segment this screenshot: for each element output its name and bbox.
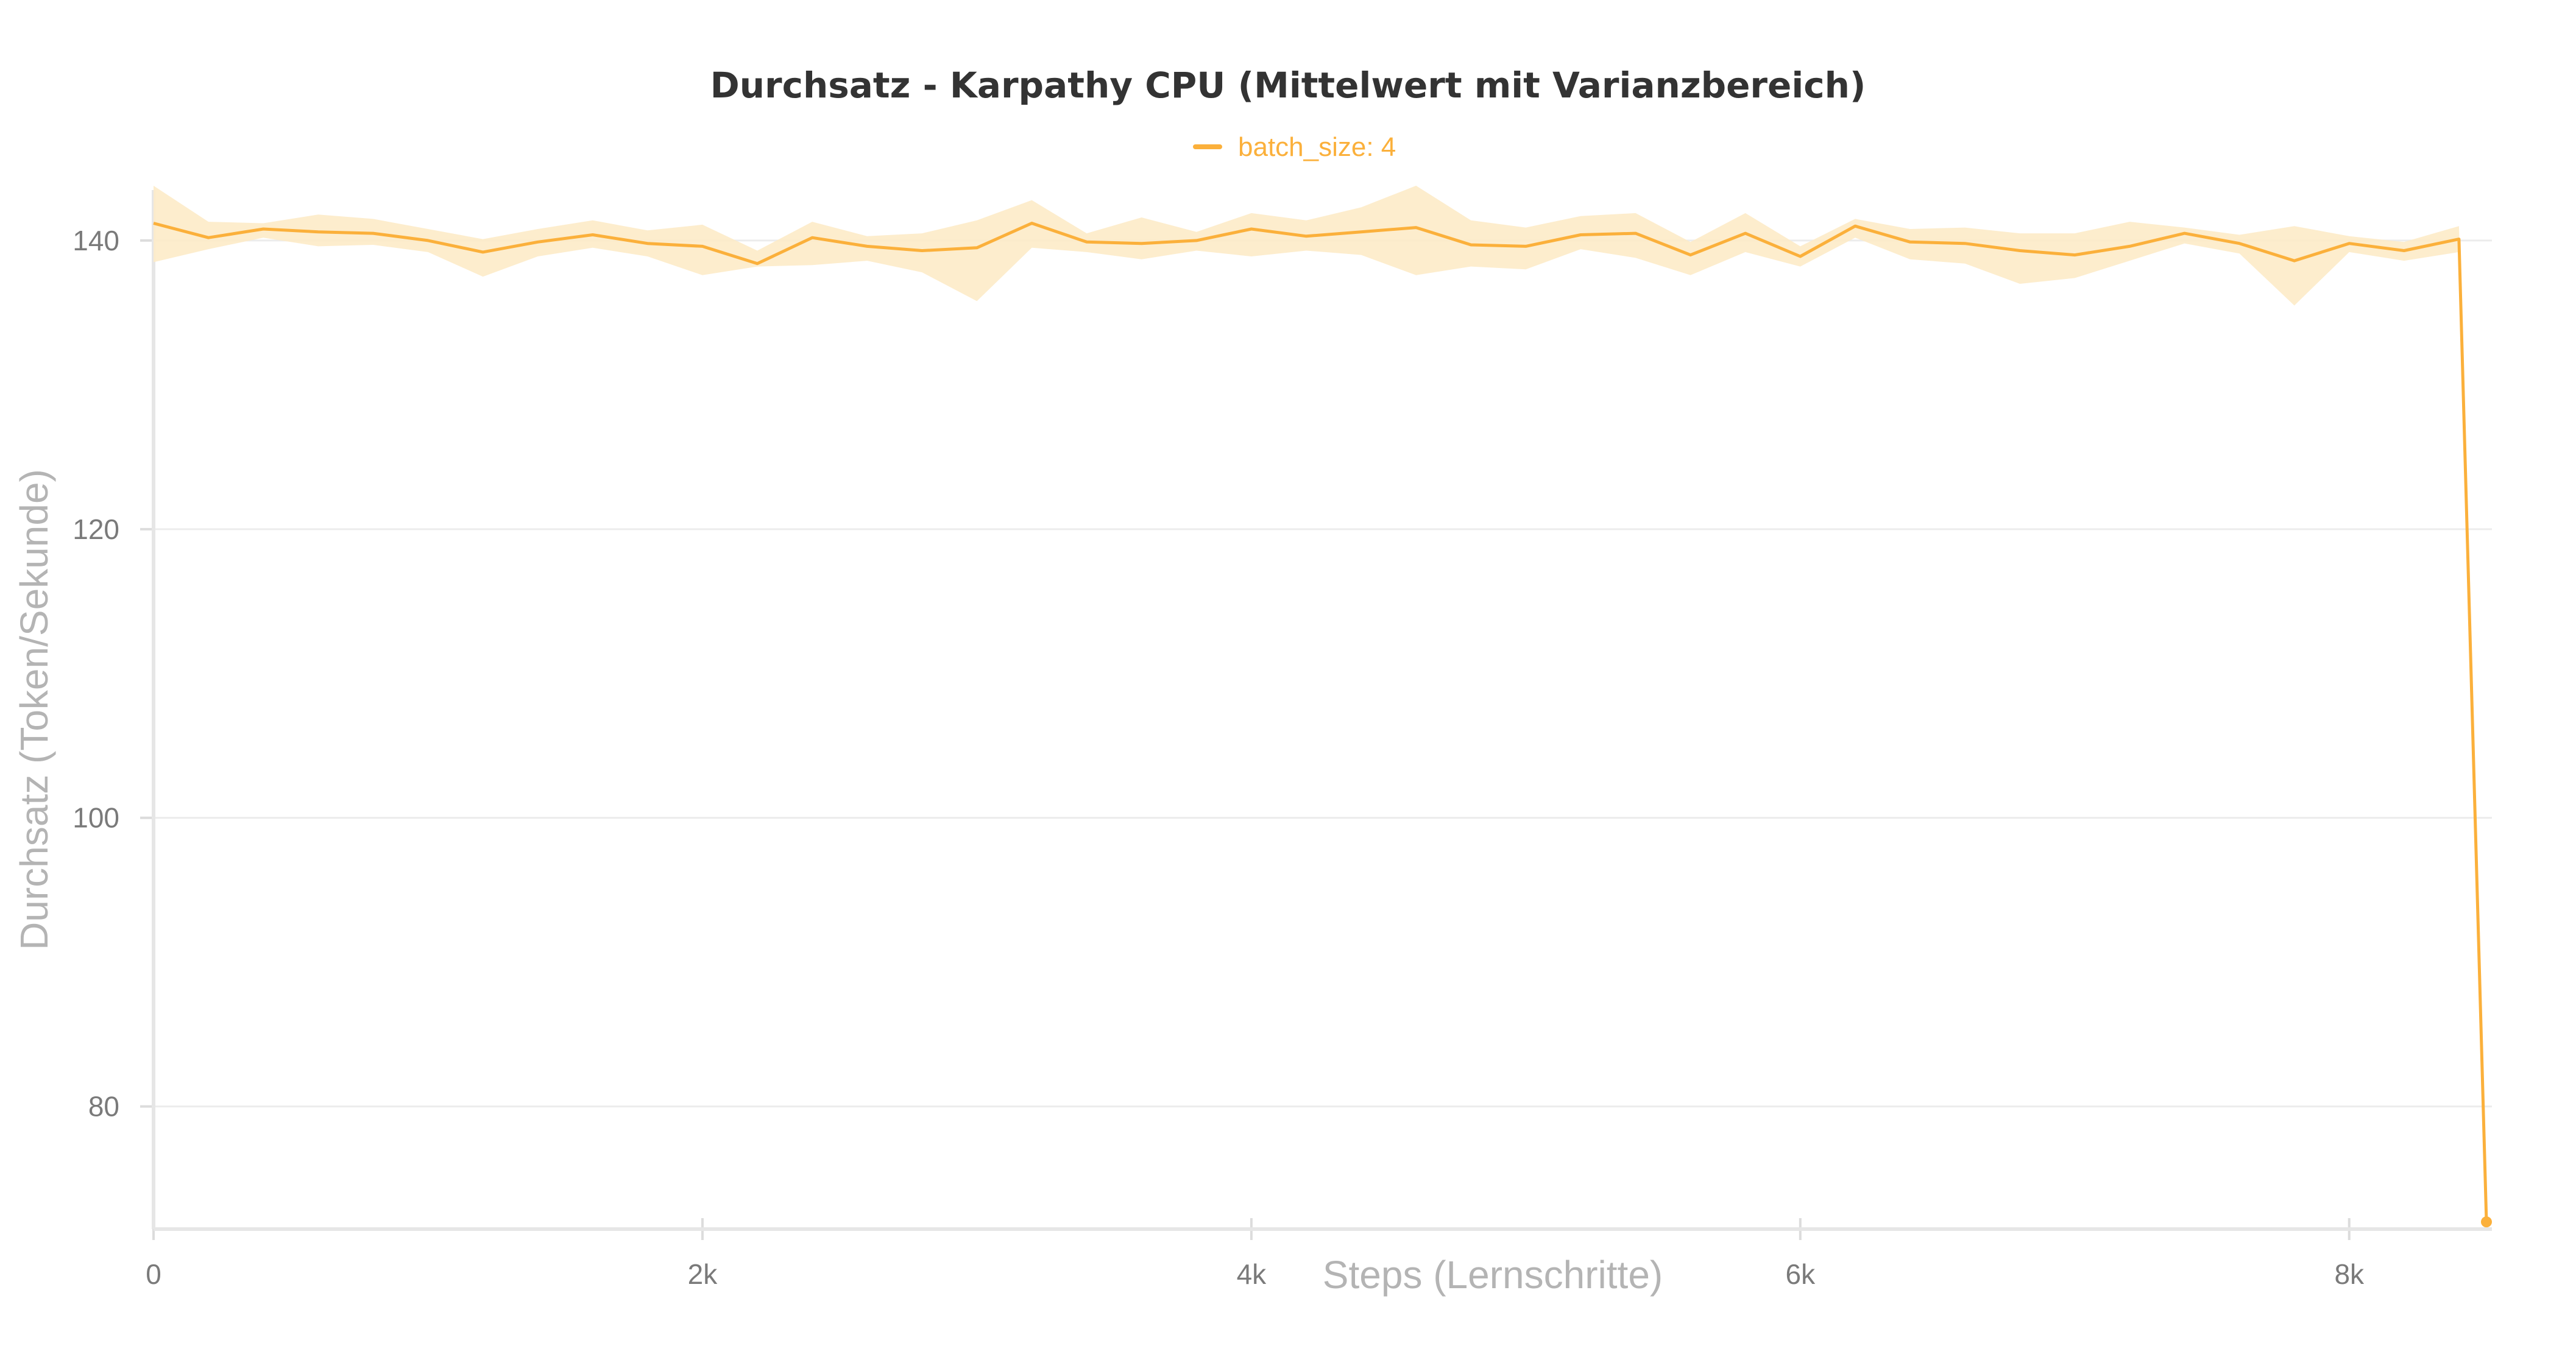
plot-area[interactable] [153, 185, 2492, 1228]
x-tick-label-6000: 6k [1786, 1258, 1816, 1290]
data-point-last[interactable] [2480, 1216, 2492, 1228]
y-tick-label-100: 100 [73, 802, 119, 834]
y-tick-label-120: 120 [73, 513, 119, 545]
x-tick-label-8000: 8k [2334, 1258, 2365, 1290]
chart-title: Durchsatz - Karpathy CPU (Mittelwert mit… [710, 65, 1866, 106]
x-tick-label-2000: 2k [688, 1258, 718, 1290]
series-line-batch-size-4 [153, 222, 2488, 1222]
x-axis-title: Steps (Lernschritte) [1323, 1253, 1663, 1297]
y-axis-title: Durchsatz (Token/Sekunde) [12, 469, 56, 950]
y-tick-label-80: 80 [88, 1091, 119, 1123]
y-axis-ticks: 80 100 120 140 [73, 225, 154, 1123]
legend-label: batch_size: 4 [1238, 132, 1396, 162]
y-tick-label-140: 140 [73, 225, 119, 256]
x-axis-ticks: 0 2k 4k 6k 8k [146, 1218, 2365, 1290]
variance-band [154, 185, 2486, 1222]
grid-lines [154, 239, 2492, 1108]
x-tick-label-4000: 4k [1237, 1258, 1267, 1290]
x-tick-label-0: 0 [146, 1258, 161, 1290]
legend[interactable]: batch_size: 4 [1193, 132, 1396, 162]
